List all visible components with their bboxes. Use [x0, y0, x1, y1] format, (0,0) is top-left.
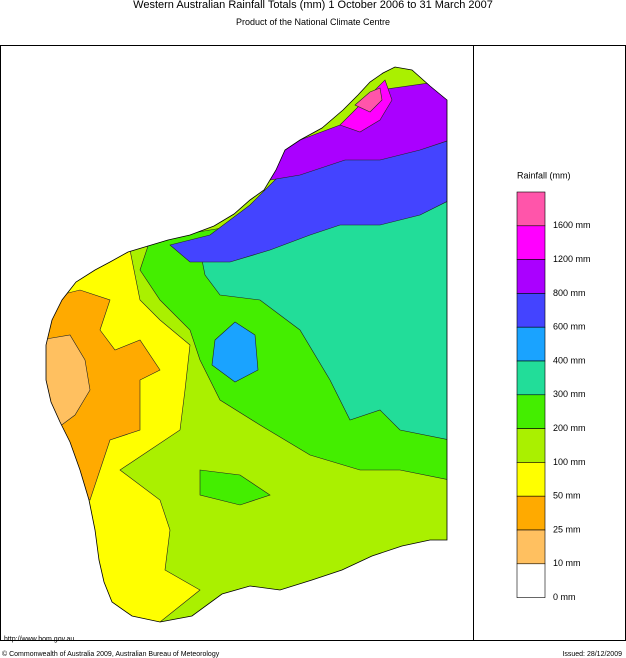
- legend-label: 600 mm: [553, 322, 586, 332]
- subtitle: Product of the National Climate Centre: [236, 17, 390, 27]
- legend-label: 300 mm: [553, 389, 586, 399]
- issued: Issued: 28/12/2009: [562, 651, 622, 658]
- copyright: © Commonwealth of Australia 2009, Austra…: [2, 650, 220, 658]
- legend-swatch: [516, 259, 546, 294]
- map: [46, 67, 447, 622]
- legend-label: 800 mm: [553, 288, 586, 298]
- zone-200-300: [199, 469, 271, 506]
- url: http://www.bom.gov.au: [4, 636, 74, 643]
- legend-label: 10 mm: [553, 558, 581, 568]
- legend: 1600 mm 1200 mm 800 mm 600 mm 400 mm 300 mm 20…: [516, 191, 591, 602]
- legend-swatch: [516, 191, 546, 227]
- legend-label: 200 mm: [553, 423, 586, 433]
- legend-title: Rainfall (mm): [517, 170, 571, 180]
- zone-400-600: [211, 321, 259, 383]
- legend-swatch: [516, 293, 546, 328]
- legend-label: 100 mm: [553, 457, 586, 467]
- legend-swatch: [516, 360, 546, 396]
- legend-label: 50 mm: [553, 491, 581, 501]
- zone-1600: [354, 87, 383, 113]
- legend-swatch: [516, 462, 546, 497]
- legend-swatch: [516, 563, 546, 598]
- title: Western Australian Rainfall Totals (mm) …: [133, 0, 493, 11]
- legend-label: 1200 mm: [553, 254, 591, 264]
- legend-swatch: [516, 428, 546, 463]
- legend-swatch: [516, 326, 546, 362]
- legend-swatch: [516, 495, 546, 531]
- legend-label: 0 mm: [553, 592, 576, 602]
- legend-label: 400 mm: [553, 355, 586, 365]
- legend-swatch: [516, 529, 546, 565]
- legend-swatch: [516, 225, 546, 260]
- legend-label: 25 mm: [553, 524, 581, 534]
- legend-label: 1600 mm: [553, 220, 591, 230]
- legend-swatch: [516, 394, 546, 429]
